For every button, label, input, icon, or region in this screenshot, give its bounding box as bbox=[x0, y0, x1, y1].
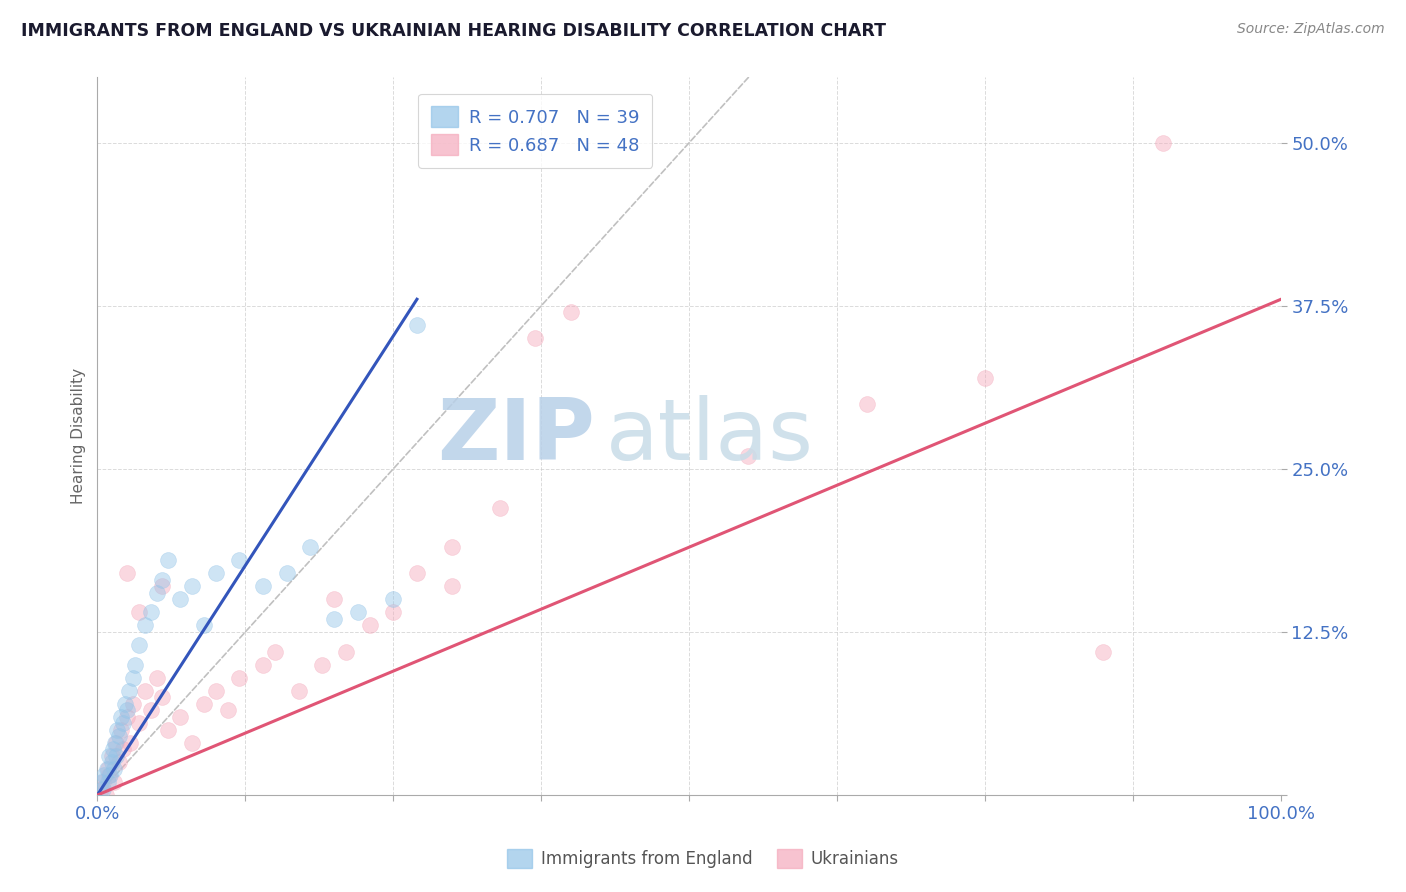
Point bbox=[287, 683, 309, 698]
Point bbox=[112, 716, 135, 731]
Point bbox=[121, 697, 143, 711]
Point bbox=[100, 768, 122, 782]
Point bbox=[104, 736, 127, 750]
Point bbox=[855, 397, 877, 411]
Point bbox=[105, 736, 128, 750]
Point bbox=[107, 723, 129, 737]
Point bbox=[110, 710, 132, 724]
Point bbox=[114, 697, 136, 711]
Point bbox=[974, 370, 997, 384]
Point bbox=[193, 697, 215, 711]
Point bbox=[441, 540, 464, 554]
Text: IMMIGRANTS FROM ENGLAND VS UKRAINIAN HEARING DISABILITY CORRELATION CHART: IMMIGRANTS FROM ENGLAND VS UKRAINIAN HEA… bbox=[21, 22, 886, 40]
Point bbox=[228, 553, 250, 567]
Point bbox=[128, 606, 150, 620]
Point bbox=[97, 762, 120, 776]
Legend: R = 0.707   N = 39, R = 0.687   N = 48: R = 0.707 N = 39, R = 0.687 N = 48 bbox=[419, 94, 652, 168]
Point bbox=[128, 716, 150, 731]
Point bbox=[115, 710, 138, 724]
Point bbox=[299, 540, 322, 554]
Legend: Immigrants from England, Ukrainians: Immigrants from England, Ukrainians bbox=[501, 843, 905, 875]
Point bbox=[128, 638, 150, 652]
Point bbox=[90, 781, 112, 796]
Point bbox=[152, 573, 174, 587]
Point bbox=[103, 762, 125, 776]
Point bbox=[359, 618, 381, 632]
Point bbox=[100, 756, 122, 770]
Point bbox=[145, 586, 167, 600]
Point bbox=[121, 671, 143, 685]
Point bbox=[134, 683, 156, 698]
Point bbox=[139, 606, 162, 620]
Point bbox=[107, 756, 129, 770]
Point bbox=[346, 606, 368, 620]
Point bbox=[193, 618, 215, 632]
Text: Source: ZipAtlas.com: Source: ZipAtlas.com bbox=[1237, 22, 1385, 37]
Point bbox=[524, 331, 547, 345]
Point bbox=[181, 579, 204, 593]
Point bbox=[204, 683, 226, 698]
Point bbox=[115, 566, 138, 581]
Point bbox=[98, 768, 121, 782]
Point bbox=[90, 775, 112, 789]
Point bbox=[560, 305, 582, 319]
Point bbox=[118, 683, 141, 698]
Point bbox=[134, 618, 156, 632]
Point bbox=[169, 592, 191, 607]
Point bbox=[139, 703, 162, 717]
Text: atlas: atlas bbox=[606, 395, 814, 478]
Point bbox=[252, 657, 274, 672]
Point bbox=[107, 730, 129, 744]
Point bbox=[264, 644, 287, 658]
Point bbox=[91, 775, 114, 789]
Point bbox=[323, 612, 346, 626]
Point bbox=[1152, 136, 1174, 150]
Point bbox=[181, 736, 204, 750]
Point bbox=[103, 775, 125, 789]
Point bbox=[217, 703, 239, 717]
Point bbox=[97, 775, 120, 789]
Point bbox=[120, 736, 142, 750]
Point bbox=[488, 501, 510, 516]
Point bbox=[94, 788, 117, 802]
Point bbox=[1092, 644, 1115, 658]
Point bbox=[152, 579, 174, 593]
Point bbox=[406, 318, 429, 333]
Point bbox=[204, 566, 226, 581]
Point bbox=[228, 671, 250, 685]
Point bbox=[110, 723, 132, 737]
Point bbox=[152, 690, 174, 705]
Point bbox=[441, 579, 464, 593]
Point bbox=[91, 781, 114, 796]
Point bbox=[98, 748, 121, 763]
Point bbox=[382, 606, 405, 620]
Point bbox=[157, 723, 180, 737]
Point bbox=[157, 553, 180, 567]
Point bbox=[115, 703, 138, 717]
Point bbox=[124, 657, 146, 672]
Point bbox=[112, 742, 135, 756]
Point bbox=[100, 748, 122, 763]
Point bbox=[406, 566, 429, 581]
Point bbox=[101, 742, 124, 756]
Point bbox=[737, 449, 759, 463]
Text: ZIP: ZIP bbox=[437, 395, 595, 478]
Point bbox=[96, 762, 118, 776]
Point bbox=[276, 566, 298, 581]
Y-axis label: Hearing Disability: Hearing Disability bbox=[72, 368, 86, 504]
Point bbox=[169, 710, 191, 724]
Point bbox=[252, 579, 274, 593]
Point bbox=[323, 592, 346, 607]
Point bbox=[145, 671, 167, 685]
Point bbox=[311, 657, 333, 672]
Point bbox=[382, 592, 405, 607]
Point bbox=[105, 748, 128, 763]
Point bbox=[335, 644, 357, 658]
Point bbox=[93, 768, 115, 782]
